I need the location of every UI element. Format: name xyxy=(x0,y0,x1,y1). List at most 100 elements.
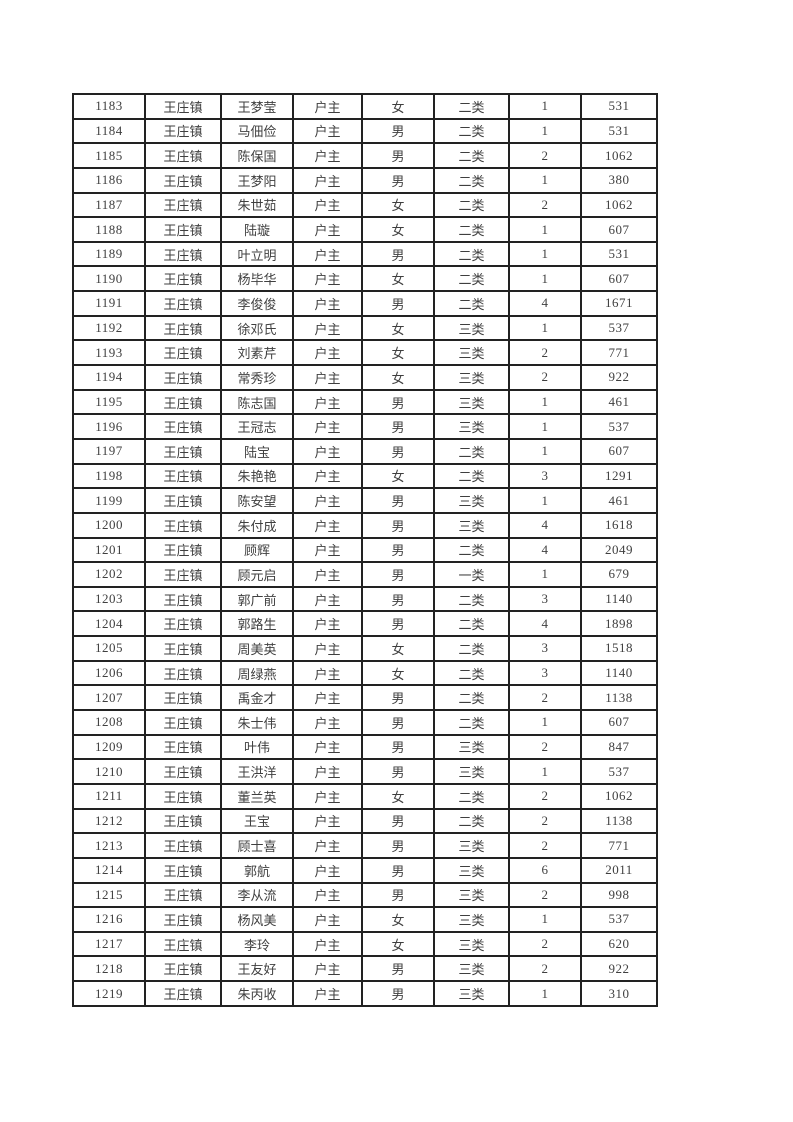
cell-category: 二类 xyxy=(433,290,510,317)
cell-town: 王庄镇 xyxy=(144,339,222,367)
cell-town: 王庄镇 xyxy=(144,191,222,219)
table-row: 1193 王庄镇 刘素芹 户主女三类 2 771 xyxy=(72,339,658,367)
cell-category: 二类 xyxy=(433,610,510,638)
cell-category: 二类 xyxy=(433,117,510,145)
cell-town: 王庄镇 xyxy=(144,832,222,859)
cell-category: 二类 xyxy=(433,216,510,243)
cell-category: 三类 xyxy=(433,314,510,342)
cell-serial: 1214 xyxy=(72,856,146,884)
cell-serial: 1192 xyxy=(72,314,146,342)
cell-count: 2 xyxy=(508,142,582,169)
cell-town: 王庄镇 xyxy=(144,782,222,810)
cell-count: 1 xyxy=(508,413,582,440)
cell-town: 王庄镇 xyxy=(144,856,222,884)
cell-relation: 户主 xyxy=(292,191,363,219)
cell-category: 三类 xyxy=(433,413,510,440)
table-row: 1209 王庄镇 叶伟 户主男三类 2 847 xyxy=(72,733,658,761)
cell-category: 三类 xyxy=(433,832,510,859)
cell-serial: 1207 xyxy=(72,684,146,712)
cell-count: 4 xyxy=(508,536,582,564)
cell-count: 1 xyxy=(508,437,582,465)
cell-relation: 户主 xyxy=(292,216,363,243)
table-row: 1216 王庄镇 杨风美 户主女三类 1 537 xyxy=(72,906,658,933)
cell-name: 周绿燕 xyxy=(220,659,294,687)
cell-gender: 女 xyxy=(361,364,435,391)
cell-town: 王庄镇 xyxy=(144,240,222,268)
cell-gender: 男 xyxy=(361,487,435,514)
cell-name: 陆宝 xyxy=(220,437,294,465)
cell-town: 王庄镇 xyxy=(144,413,222,440)
cell-name: 王梦莹 xyxy=(220,93,294,120)
cell-count: 1 xyxy=(508,561,582,588)
table-row: 1202 王庄镇 顾元启 户主男一类 1 679 xyxy=(72,561,658,588)
cell-gender: 男 xyxy=(361,561,435,588)
cell-relation: 户主 xyxy=(292,290,363,317)
cell-name: 常秀珍 xyxy=(220,364,294,391)
table-row: 1186 王庄镇 王梦阳 户主男二类 1 380 xyxy=(72,166,658,194)
cell-town: 王庄镇 xyxy=(144,142,222,169)
cell-category: 二类 xyxy=(433,585,510,613)
cell-gender: 女 xyxy=(361,93,435,120)
cell-relation: 户主 xyxy=(292,364,363,391)
cell-amount: 310 xyxy=(580,980,658,1007)
cell-amount: 771 xyxy=(580,832,658,859)
cell-name: 陈保国 xyxy=(220,142,294,169)
cell-relation: 户主 xyxy=(292,955,363,983)
cell-name: 顾士喜 xyxy=(220,832,294,859)
cell-gender: 男 xyxy=(361,117,435,145)
cell-amount: 537 xyxy=(580,906,658,933)
cell-name: 马佃俭 xyxy=(220,117,294,145)
table-row: 1205 王庄镇 周美英 户主女二类 3 1518 xyxy=(72,635,658,662)
cell-gender: 女 xyxy=(361,930,435,958)
cell-count: 1 xyxy=(508,166,582,194)
cell-serial: 1202 xyxy=(72,561,146,588)
cell-relation: 户主 xyxy=(292,462,363,490)
cell-serial: 1194 xyxy=(72,364,146,391)
cell-serial: 1206 xyxy=(72,659,146,687)
cell-count: 2 xyxy=(508,339,582,367)
cell-relation: 户主 xyxy=(292,733,363,761)
cell-town: 王庄镇 xyxy=(144,314,222,342)
cell-relation: 户主 xyxy=(292,906,363,933)
cell-name: 刘素芹 xyxy=(220,339,294,367)
cell-amount: 531 xyxy=(580,240,658,268)
cell-category: 二类 xyxy=(433,536,510,564)
cell-category: 二类 xyxy=(433,142,510,169)
table-row: 1203 王庄镇 郭广前 户主男二类 3 1140 xyxy=(72,585,658,613)
cell-count: 3 xyxy=(508,462,582,490)
cell-serial: 1188 xyxy=(72,216,146,243)
cell-amount: 607 xyxy=(580,709,658,736)
household-roster-table: 1183 王庄镇 王梦莹 户主女二类 1 531 1184 王庄镇 马佃俭 户主男二类 1 531 11… xyxy=(72,93,658,1007)
cell-town: 王庄镇 xyxy=(144,906,222,933)
cell-category: 三类 xyxy=(433,733,510,761)
cell-relation: 户主 xyxy=(292,832,363,859)
cell-town: 王庄镇 xyxy=(144,635,222,662)
cell-relation: 户主 xyxy=(292,487,363,514)
table-row: 1218 王庄镇 王友好 户主男三类 2 922 xyxy=(72,955,658,983)
cell-count: 1 xyxy=(508,980,582,1007)
cell-amount: 771 xyxy=(580,339,658,367)
cell-serial: 1205 xyxy=(72,635,146,662)
cell-serial: 1199 xyxy=(72,487,146,514)
cell-serial: 1204 xyxy=(72,610,146,638)
cell-count: 2 xyxy=(508,782,582,810)
cell-town: 王庄镇 xyxy=(144,388,222,416)
cell-town: 王庄镇 xyxy=(144,437,222,465)
cell-town: 王庄镇 xyxy=(144,117,222,145)
table-row: 1217 王庄镇 李玲 户主女三类 2 620 xyxy=(72,930,658,958)
cell-serial: 1196 xyxy=(72,413,146,440)
cell-amount: 1140 xyxy=(580,659,658,687)
cell-category: 二类 xyxy=(433,191,510,219)
cell-category: 二类 xyxy=(433,807,510,835)
cell-serial: 1217 xyxy=(72,930,146,958)
cell-serial: 1190 xyxy=(72,265,146,293)
cell-count: 2 xyxy=(508,832,582,859)
table-row: 1194 王庄镇 常秀珍 户主女三类 2 922 xyxy=(72,364,658,391)
cell-name: 王宝 xyxy=(220,807,294,835)
cell-relation: 户主 xyxy=(292,93,363,120)
cell-serial: 1208 xyxy=(72,709,146,736)
cell-name: 禹金才 xyxy=(220,684,294,712)
cell-serial: 1200 xyxy=(72,511,146,539)
cell-name: 杨风美 xyxy=(220,906,294,933)
cell-gender: 男 xyxy=(361,807,435,835)
